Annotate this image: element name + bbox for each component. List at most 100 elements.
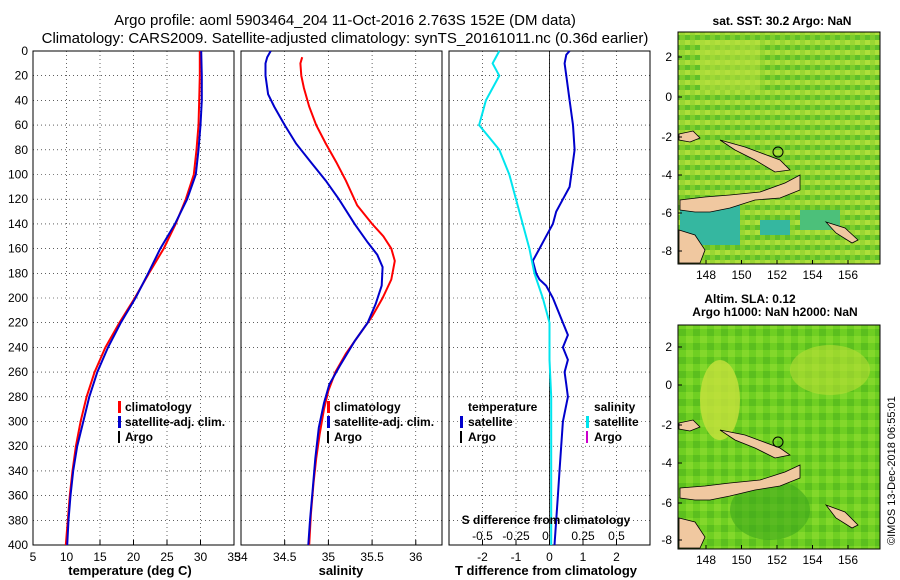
x-tick-label: 1: [580, 550, 587, 564]
header-title-2: Climatology: CARS2009. Satellite-adjuste…: [42, 30, 649, 47]
x-tick-label: 2: [613, 550, 620, 564]
x-tick-label: 35: [322, 550, 336, 564]
depth-y-ticks: 0 20 40 60 80 100 120 140 160 180 200 220 240 260 280 3…: [8, 44, 28, 552]
sla-land-solomons: [824, 504, 859, 529]
depth-tick-label: 240: [8, 340, 28, 354]
x-tick-label: 36: [409, 550, 423, 564]
s-difference-label: S difference from climatology: [462, 513, 631, 527]
sla-land-new-britain: [719, 429, 791, 459]
s-difference-ticks: -0.5 -0.25 0 0.25 0.5: [472, 529, 625, 543]
diff-legend-temp-title: temperature: [468, 400, 538, 414]
sal-legend-argo-swatch: [327, 431, 329, 443]
series-line-satellite-salinity: [477, 50, 553, 545]
map-y-tick-label: -6: [661, 206, 672, 220]
x-tick-label: 34: [234, 550, 248, 564]
map-x-tick-label: 156: [838, 553, 858, 567]
sla-high-patch-2: [790, 345, 870, 395]
map-y-tick-label: -4: [661, 456, 672, 470]
temperature-series: [64, 50, 203, 546]
map-y-tick-label: -2: [661, 418, 672, 432]
legend-satellite-swatch: [118, 416, 121, 428]
map-y-tick-label: -8: [661, 533, 672, 547]
sst-land-png-south: [678, 229, 706, 264]
depth-tick-label: 220: [8, 316, 28, 330]
legend-climatology-swatch: [118, 401, 121, 413]
map-y-tick-label: -8: [661, 244, 672, 258]
depth-tick-label: 140: [8, 217, 28, 231]
sla-high-patch-1: [700, 360, 740, 440]
sal-legend-satellite-label: satellite-adj. clim.: [334, 415, 434, 429]
x-tick-label: 30: [194, 550, 208, 564]
depth-tick-label: 100: [8, 168, 28, 182]
salinity-series: [264, 50, 396, 546]
map-x-tick-label: 154: [802, 553, 822, 567]
map-y-tick-label: 2: [665, 50, 672, 64]
s-tick-label: 0: [542, 529, 549, 543]
header-title-1: Argo profile: aoml 5903464_204 11-Oct-20…: [114, 12, 576, 29]
diff-legend-temp-argo-swatch: [460, 431, 462, 443]
sla-low-patch: [730, 480, 810, 540]
difference-panel: -2 -1 0 1 2 S difference from climatology -0…: [448, 50, 651, 578]
sst-land-new-britain: [719, 139, 791, 173]
difference-x-ticks: -2 -1 0 1 2: [477, 550, 620, 564]
legend-climatology-label: climatology: [125, 400, 192, 414]
depth-tick-label: 180: [8, 266, 28, 280]
x-tick-label: 35.5: [360, 550, 384, 564]
map-y-tick-label: -4: [661, 168, 672, 182]
sla-map-title-2: Argo h1000: NaN h2000: NaN: [692, 305, 857, 319]
temperature-panel: 5 10 15 20 25 30 35 0 20 40 60 80 100 120 140 160 180 20…: [8, 44, 241, 578]
s-tick-label: 0.25: [571, 529, 595, 543]
sst-blue-patch-2: [760, 220, 790, 235]
difference-x-label: T difference from climatology: [455, 563, 638, 578]
x-tick-label: -2: [477, 550, 488, 564]
sla-argo-marker: [772, 436, 784, 448]
sst-map-title: sat. SST: 30.2 Argo: NaN: [713, 14, 852, 28]
diff-legend-temp-satellite-label: satellite: [468, 415, 513, 429]
depth-tick-label: 280: [8, 390, 28, 404]
depth-tick-label: 120: [8, 192, 28, 206]
x-tick-label: 34.5: [273, 550, 297, 564]
temperature-x-label: temperature (deg C): [68, 563, 192, 578]
temperature-legend: climatology satellite-adj. clim. Argo: [118, 400, 225, 444]
difference-series: [477, 50, 576, 546]
x-tick-label: 15: [93, 550, 107, 564]
diff-legend-sal-argo-swatch: [586, 431, 588, 443]
sal-legend-climatology-swatch: [327, 401, 330, 413]
map-y-tick-label: -6: [661, 496, 672, 510]
x-tick-label: 5: [30, 550, 37, 564]
depth-tick-label: 260: [8, 365, 28, 379]
x-tick-label: 20: [127, 550, 141, 564]
sal-legend-satellite-swatch: [327, 416, 330, 428]
map-x-tick-label: 152: [767, 553, 787, 567]
diff-legend-sal-title: salinity: [594, 400, 636, 414]
x-tick-label: 10: [60, 550, 74, 564]
sst-land-png: [679, 174, 801, 213]
salinity-grid: [240, 51, 442, 545]
depth-tick-label: 340: [8, 464, 28, 478]
sla-map-title-1: Altim. SLA: 0.12: [704, 292, 796, 306]
map-y-tick-label: 2: [665, 340, 672, 354]
s-tick-label: -0.5: [472, 529, 493, 543]
sla-land-png: [679, 464, 801, 501]
sla-land-png-south: [678, 517, 706, 549]
sst-land-solomons: [824, 221, 859, 244]
legend-satellite-label: satellite-adj. clim.: [125, 415, 225, 429]
map-x-tick-label: 148: [696, 268, 716, 282]
sal-legend-argo-label: Argo: [334, 430, 362, 444]
difference-legend-temperature: temperature satellite Argo: [460, 400, 538, 444]
x-tick-label: -1: [511, 550, 522, 564]
x-tick-label: 25: [160, 550, 174, 564]
diff-legend-temp-satellite-swatch: [460, 416, 463, 428]
series-line-satellite-temperature: [531, 50, 576, 546]
series-line-satellite-adj-clim-: [66, 50, 203, 546]
salinity-x-label: salinity: [319, 563, 365, 578]
sal-legend-climatology-label: climatology: [334, 400, 401, 414]
legend-argo-swatch: [118, 431, 120, 443]
map-x-tick-label: 148: [696, 553, 716, 567]
sst-land-nw: [678, 130, 701, 143]
difference-legend-salinity: salinity satellite Argo: [586, 400, 639, 444]
depth-tick-label: 80: [15, 143, 29, 157]
map-x-tick-label: 150: [731, 268, 751, 282]
x-tick-label: 35: [227, 550, 241, 564]
depth-tick-label: 40: [15, 93, 29, 107]
